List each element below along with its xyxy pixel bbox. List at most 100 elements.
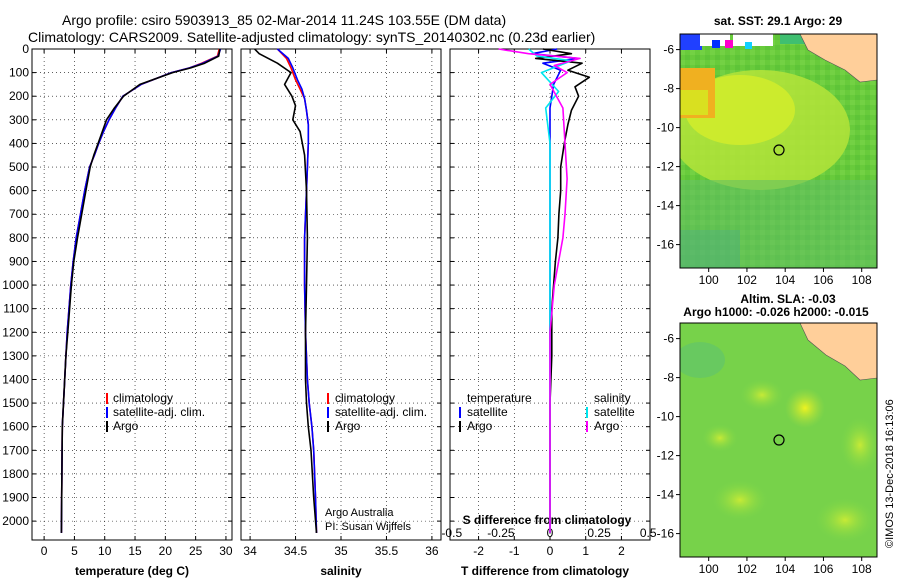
timestamp-stamp: ©IMOS 13-Dec-2018 16:13:06 [884, 399, 896, 548]
legend-title-temperature: temperature [467, 391, 532, 405]
temperature-legend: climatology satellite-adj. clim. Argo [106, 391, 205, 433]
legend-item-satellite: satellite-adj. clim. [113, 405, 205, 419]
y-tick-label: 1300 [2, 349, 29, 363]
map-x-tick-label: 104 [775, 273, 795, 287]
y-tick-label: 400 [9, 136, 29, 150]
map-y-tick-label: -8 [663, 371, 674, 385]
y-tick-label: 300 [9, 113, 29, 127]
x-tick-label: 0 [41, 544, 48, 558]
y-tick-label: 900 [9, 254, 29, 268]
grid-0 [32, 48, 232, 540]
y-tick-label: 1900 [2, 491, 29, 505]
title-line2: Climatology: CARS2009. Satellite-adjuste… [28, 29, 595, 45]
y-tick-label: 100 [9, 66, 29, 80]
chart-marks: 0 5 10 15 20 25 300100200300400500600700800900… [2, 42, 872, 576]
x-tick-label-s: -0.5 [441, 526, 462, 540]
y-tick-label: 500 [9, 160, 29, 174]
x-tick-label: 36 [425, 544, 439, 558]
title-line1: Argo profile: csiro 5903913_85 02-Mar-20… [62, 12, 506, 28]
map-x-tick-label: 100 [699, 562, 719, 576]
series-line [60, 48, 221, 533]
map-y-tick-label: -10 [657, 410, 675, 424]
y-tick-label: 1200 [2, 325, 29, 339]
x-tick-label-s: 0.5 [640, 526, 657, 540]
x-tick-label-s: 0 [547, 526, 554, 540]
map-x-tick-label: 106 [813, 273, 833, 287]
sla-map-header1: Altim. SLA: -0.03 [740, 292, 836, 306]
x-tick-label-s: 0.25 [587, 526, 611, 540]
map-y-tick-label: -14 [657, 488, 675, 502]
difference-legend: temperature satellite Argo salinity sate… [459, 391, 635, 433]
series-line [498, 48, 581, 533]
x-tick-label: -1 [509, 544, 520, 558]
y-tick-label: 800 [9, 231, 29, 245]
series-line [254, 48, 318, 533]
map-x-tick-label: 108 [852, 273, 872, 287]
map-x-tick-label: 102 [737, 562, 757, 576]
sst-argo-marker [773, 144, 785, 156]
x-tick-label: 2 [618, 544, 625, 558]
legend-title-salinity: salinity [594, 391, 631, 405]
y-tick-label: 1800 [2, 467, 29, 481]
map-y-tick-label: -6 [663, 43, 674, 57]
x-tick-label: -2 [473, 544, 484, 558]
map-y-tick-label: -6 [663, 332, 674, 346]
sdiff-xlabel: S difference from climatology [463, 513, 632, 527]
map-x-tick-label: 104 [775, 562, 795, 576]
tdiff-xlabel: T difference from climatology [461, 564, 629, 578]
legend-item-s-argo: Argo [594, 419, 620, 433]
x-tick-label: 25 [189, 544, 203, 558]
sst-map: sat. SST: 29.1 Argo: 29 [679, 14, 878, 269]
y-tick-label: 600 [9, 184, 29, 198]
map-y-tick-label: -16 [657, 238, 675, 252]
credit-line1: Argo Australia [325, 507, 394, 519]
sst-map-header: sat. SST: 29.1 Argo: 29 [714, 14, 843, 28]
map-y-tick-label: -16 [657, 527, 675, 541]
legend-item-t-satellite: satellite [467, 405, 508, 419]
y-tick-label: 200 [9, 89, 29, 103]
credit-line2: PI: Susan Wijffels [325, 521, 411, 533]
map-x-tick-label: 108 [852, 562, 872, 576]
x-tick-label: 1 [582, 544, 589, 558]
grid-1 [241, 48, 441, 540]
legend-item-climatology: climatology [335, 391, 395, 405]
y-tick-label: 1400 [2, 372, 29, 386]
map-y-tick-label: -10 [657, 121, 675, 135]
map-x-tick-label: 100 [699, 273, 719, 287]
x-tick-label: 35 [334, 544, 348, 558]
x-tick-label: 34 [243, 544, 257, 558]
sla-argo-marker [773, 434, 785, 446]
x-tick-label: 0 [547, 544, 554, 558]
sla-map: Altim. SLA: -0.03 Argo h1000: -0.026 h20… [679, 292, 878, 558]
y-tick-label: 1100 [3, 302, 29, 316]
map-x-tick-label: 102 [737, 273, 757, 287]
map-x-tick-label: 106 [813, 562, 833, 576]
sla-map-header2: Argo h1000: -0.026 h2000: -0.015 [683, 305, 869, 319]
legend-item-s-satellite: satellite [594, 405, 635, 419]
x-tick-label: 34.5 [284, 544, 308, 558]
legend-item-climatology: climatology [113, 391, 173, 405]
x-tick-label: 20 [159, 544, 173, 558]
series-line [534, 48, 591, 533]
legend-item-argo: Argo [335, 419, 361, 433]
x-tick-label-s: -0.25 [487, 526, 515, 540]
x-tick-label: 10 [98, 544, 112, 558]
y-tick-label: 0 [22, 42, 29, 56]
legend-item-argo: Argo [113, 419, 139, 433]
legend-item-t-argo: Argo [467, 419, 493, 433]
salinity-xlabel: salinity [320, 564, 362, 578]
y-tick-label: 1600 [2, 420, 29, 434]
legend-item-satellite: satellite-adj. clim. [335, 405, 427, 419]
temperature-panel [31, 48, 233, 541]
x-tick-label: 15 [128, 544, 142, 558]
map-y-tick-label: -14 [657, 199, 675, 213]
x-tick-label: 5 [71, 544, 78, 558]
y-tick-label: 1500 [2, 396, 29, 410]
y-tick-label: 1000 [2, 278, 29, 292]
y-tick-label: 700 [9, 207, 29, 221]
salinity-legend: climatology satellite-adj. clim. Argo [327, 391, 427, 433]
map-y-tick-label: -12 [657, 449, 675, 463]
map-y-tick-label: -8 [663, 82, 674, 96]
map-y-tick-label: -12 [657, 160, 675, 174]
